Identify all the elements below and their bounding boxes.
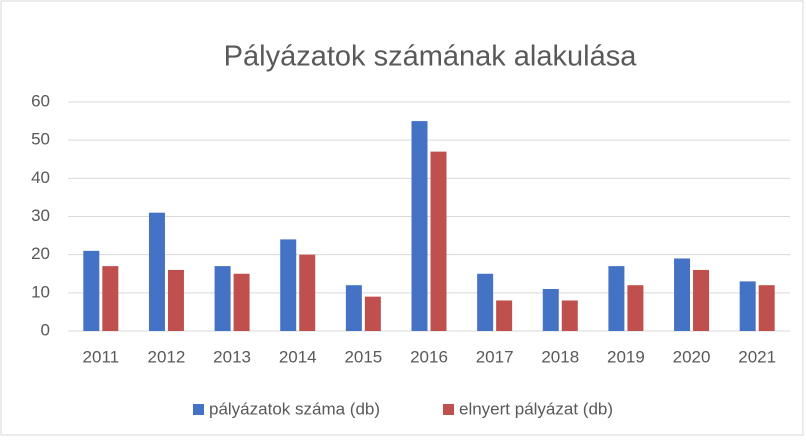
bar <box>364 296 381 331</box>
bar <box>102 266 119 331</box>
y-tick-label: 50 <box>31 130 50 149</box>
x-tick-label: 2017 <box>476 347 514 366</box>
bar <box>739 281 756 331</box>
x-tick-label: 2016 <box>410 347 448 366</box>
bar <box>693 269 710 331</box>
bar <box>148 212 165 331</box>
legend-label: elnyert pályázat (db) <box>459 399 613 418</box>
bar <box>496 300 513 331</box>
y-tick-label: 40 <box>31 168 50 187</box>
bar <box>627 285 644 331</box>
legend-swatch <box>443 404 454 415</box>
x-tick-label: 2014 <box>279 347 317 366</box>
bar <box>345 285 362 331</box>
y-tick-label: 20 <box>31 244 50 263</box>
x-tick-label: 2021 <box>738 347 776 366</box>
x-tick-label: 2011 <box>83 347 120 366</box>
x-tick-label: 2018 <box>541 347 579 366</box>
bar <box>477 273 494 331</box>
bar <box>430 151 447 331</box>
legend-swatch <box>193 404 204 415</box>
bar <box>411 121 428 331</box>
x-tick-label: 2020 <box>673 347 711 366</box>
x-tick-label: 2012 <box>148 347 186 366</box>
bar <box>542 289 559 331</box>
x-tick-label: 2019 <box>607 347 645 366</box>
bar <box>280 239 297 331</box>
bar <box>167 269 184 331</box>
bar <box>299 254 316 331</box>
chart-title: Pályázatok számának alakulása <box>224 41 638 73</box>
bar <box>758 285 775 331</box>
bar <box>233 273 250 331</box>
x-tick-label: 2013 <box>213 347 251 366</box>
x-tick-label: 2015 <box>344 347 382 366</box>
y-tick-label: 0 <box>41 320 50 339</box>
legend-label: pályázatok száma (db) <box>209 399 380 418</box>
bar <box>561 300 578 331</box>
bar <box>83 250 100 331</box>
y-tick-label: 60 <box>31 91 50 110</box>
y-tick-label: 30 <box>31 206 50 225</box>
bar <box>608 266 625 331</box>
bar <box>214 266 231 331</box>
y-tick-label: 10 <box>31 282 50 301</box>
bar <box>674 258 691 331</box>
